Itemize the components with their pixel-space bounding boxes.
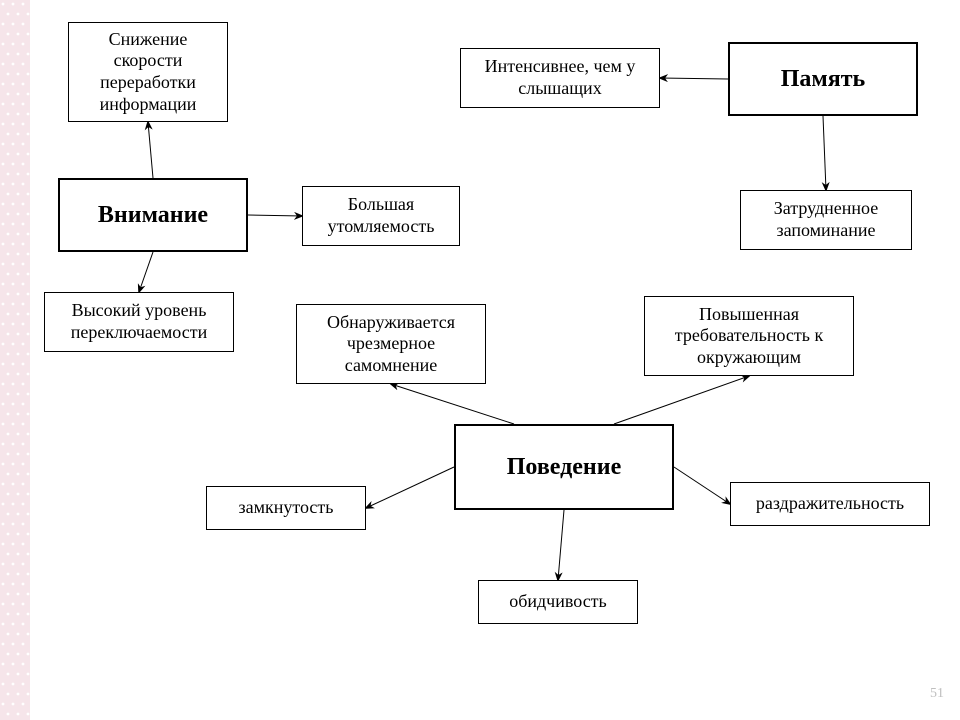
edge xyxy=(660,78,728,79)
edge xyxy=(674,467,730,504)
node-irrit: раздражительность xyxy=(730,482,930,526)
edge xyxy=(148,122,153,178)
node-intense: Интенсивнее, чем у слышащих xyxy=(460,48,660,108)
node-label: Высокий уровень переключаемости xyxy=(51,300,227,343)
edge xyxy=(558,510,564,580)
edge xyxy=(366,467,454,508)
node-closed: замкнутость xyxy=(206,486,366,530)
node-label: раздражительность xyxy=(756,493,904,515)
decorative-strip xyxy=(0,0,30,720)
node-touchy: обидчивость xyxy=(478,580,638,624)
node-label: Интенсивнее, чем у слышащих xyxy=(467,56,653,99)
node-label: Большая утомляемость xyxy=(309,194,453,237)
strip-svg xyxy=(0,0,30,720)
node-fatigue: Большая утомляемость xyxy=(302,186,460,246)
edge xyxy=(391,384,514,424)
node-memory: Память xyxy=(728,42,918,116)
edge xyxy=(139,252,153,292)
edge xyxy=(248,215,302,216)
node-attention: Внимание xyxy=(58,178,248,252)
node-label: Затрудненное запоминание xyxy=(747,198,905,241)
node-demand: Повышенная требовательность к окружающим xyxy=(644,296,854,376)
node-conceit: Обнаруживается чрезмерное самомнение xyxy=(296,304,486,384)
node-label: Повышенная требовательность к окружающим xyxy=(651,304,847,369)
node-memoriz: Затрудненное запоминание xyxy=(740,190,912,250)
node-label: Память xyxy=(781,65,865,94)
node-switch: Высокий уровень переключаемости xyxy=(44,292,234,352)
edge xyxy=(614,376,749,424)
page-number: 51 xyxy=(930,686,944,702)
node-label: обидчивость xyxy=(509,591,607,613)
node-label: Обнаруживается чрезмерное самомнение xyxy=(303,312,479,377)
node-label: Внимание xyxy=(98,201,208,230)
node-speed: Снижение скорости переработки информации xyxy=(68,22,228,122)
node-label: замкнутость xyxy=(238,497,333,519)
edge xyxy=(823,116,826,190)
node-label: Снижение скорости переработки информации xyxy=(75,29,221,115)
node-behavior: Поведение xyxy=(454,424,674,510)
node-label: Поведение xyxy=(507,453,621,482)
